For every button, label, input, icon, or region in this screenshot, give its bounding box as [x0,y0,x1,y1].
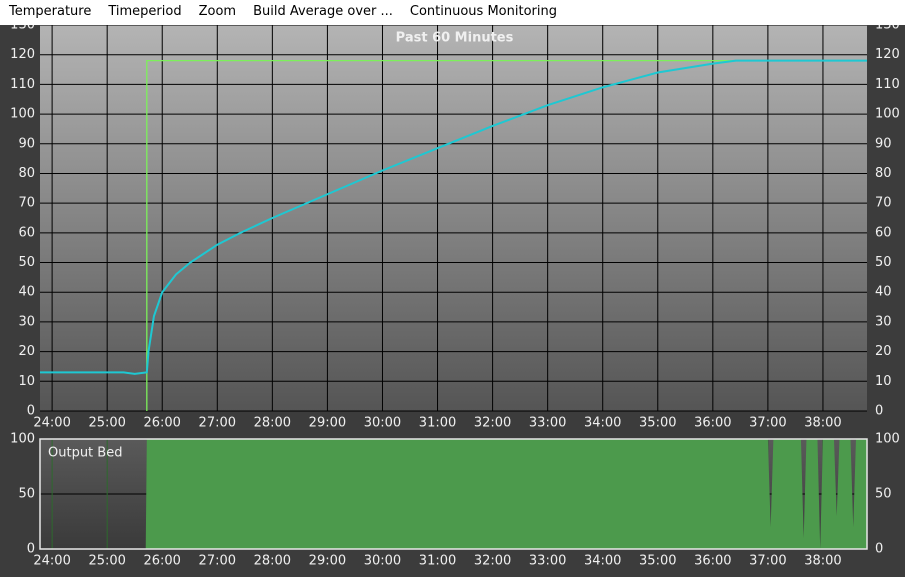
plot-frame [39,438,868,550]
y2-tick-label: 60 [875,225,892,240]
y2-tick-label: 110 [875,77,900,92]
y2-tick-label: 50 [875,487,892,502]
x-tick-label: 31:00 [419,416,456,431]
y-tick-label: 90 [18,136,35,151]
x-tick-label: 26:00 [143,554,180,569]
y2-tick-label: 100 [875,432,900,447]
y-tick-label: 10 [18,374,35,389]
y2-tick-label: 90 [875,136,892,151]
x-tick-label: 27:00 [199,554,236,569]
menu-item[interactable]: Continuous Monitoring [409,4,557,19]
y2-tick-label: 80 [875,166,892,181]
y-tick-label: 80 [18,166,35,181]
series-line [40,59,867,375]
y2-tick-label: 100 [875,107,900,122]
y2-tick-label: 20 [875,344,892,359]
y2-tick-label: 40 [875,285,892,300]
y-tick-label: 50 [18,487,35,502]
x-tick-label: 25:00 [88,554,125,569]
x-tick-label: 32:00 [474,554,511,569]
x-tick-label: 26:00 [143,416,180,431]
x-tick-label: 34:00 [584,416,621,431]
y2-tick-label: 10 [875,374,892,389]
x-tick-label: 34:00 [584,554,621,569]
y-tick-label: 30 [18,314,35,329]
chart-title: Past 60 Minutes [396,31,514,46]
x-tick-label: 32:00 [474,416,511,431]
x-tick-label: 24:00 [33,416,70,431]
series-line [146,59,867,411]
x-tick-label: 24:00 [33,554,70,569]
menu-item[interactable]: Build Average over ... [253,4,393,19]
menu-item[interactable]: Temperature [9,4,92,19]
x-tick-label: 29:00 [309,554,346,569]
menu-item[interactable]: Zoom [198,4,237,19]
y2-tick-label: 0 [875,404,883,419]
y2-tick-label: 70 [875,196,892,211]
x-tick-label: 35:00 [639,554,676,569]
x-tick-label: 28:00 [254,416,291,431]
menu-bar: Temperature Timeperiod Zoom Build Average o… [0,0,905,25]
x-tick-label: 31:00 [419,554,456,569]
x-tick-label: 35:00 [639,416,676,431]
y-tick-label: 110 [10,77,35,92]
y2-tick-label: 50 [875,255,892,270]
x-tick-label: 30:00 [364,416,401,431]
x-tick-label: 33:00 [529,416,566,431]
x-tick-label: 36:00 [694,416,731,431]
series-area [40,439,867,549]
x-tick-label: 33:00 [529,554,566,569]
y-tick-label: 40 [18,285,35,300]
menu-item[interactable]: Timeperiod [108,4,182,19]
y2-tick-label: 120 [875,47,900,62]
series-label: Output Bed [48,446,122,461]
y-tick-label: 60 [18,225,35,240]
y-tick-label: 120 [10,47,35,62]
y2-tick-label: 0 [875,542,883,557]
x-tick-label: 30:00 [364,554,401,569]
x-tick-label: 27:00 [199,416,236,431]
y-tick-label: 0 [27,542,35,557]
x-tick-label: 25:00 [88,416,125,431]
y-tick-label: 20 [18,344,35,359]
plot-area [40,25,867,411]
x-tick-label: 36:00 [694,554,731,569]
y2-tick-label: 30 [875,314,892,329]
x-tick-label: 38:00 [804,554,841,569]
y-tick-label: 70 [18,196,35,211]
y-tick-label: 100 [10,432,35,447]
x-tick-label: 28:00 [254,554,291,569]
x-tick-label: 37:00 [749,416,786,431]
x-tick-label: 38:00 [804,416,841,431]
x-tick-label: 37:00 [749,554,786,569]
x-tick-label: 29:00 [309,416,346,431]
y-tick-label: 0 [27,404,35,419]
y-tick-label: 50 [18,255,35,270]
y-tick-label: 100 [10,107,35,122]
